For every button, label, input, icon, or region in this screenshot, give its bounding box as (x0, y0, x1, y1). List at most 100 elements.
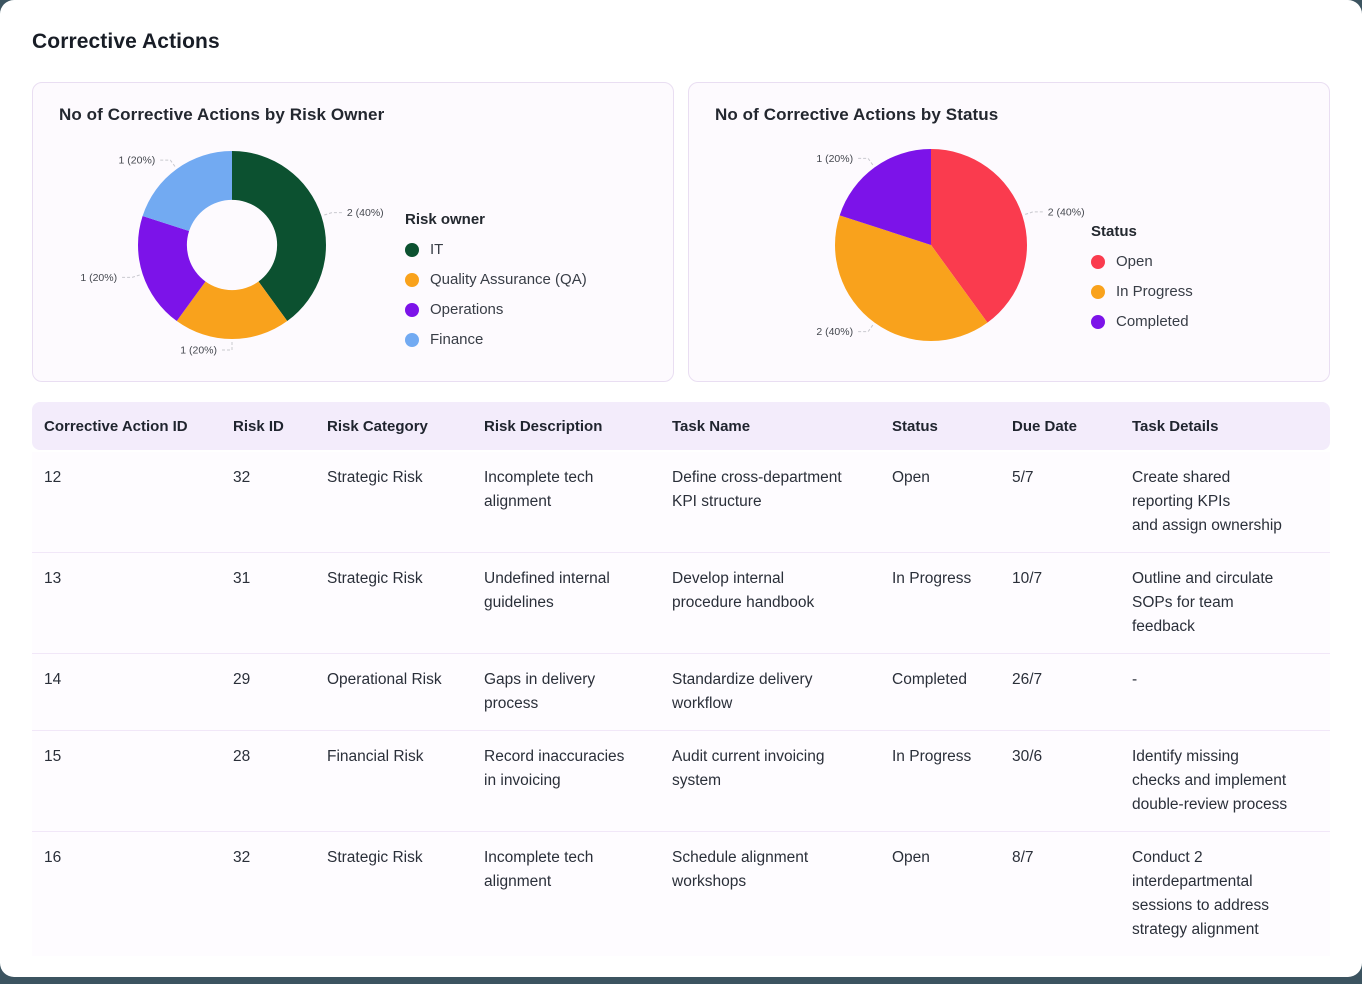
table-cell: Incomplete tech alignment (484, 846, 672, 894)
table-cell: 5/7 (1012, 466, 1132, 490)
table-cell: Undefined internal guidelines (484, 567, 672, 615)
legend-label: Quality Assurance (QA) (430, 271, 587, 288)
table-cell: 31 (233, 567, 327, 591)
legend-item-open[interactable]: Open (1091, 253, 1193, 270)
table-cell: In Progress (892, 745, 1012, 769)
table-cell: Define cross-department KPI structure (672, 466, 892, 514)
legend-item-operations[interactable]: Operations (405, 301, 587, 318)
corrective-actions-panel: Corrective Actions No of Corrective Acti… (0, 0, 1362, 977)
label-leader-line (1025, 212, 1044, 215)
risk-owner-legend-title: Risk owner (405, 211, 587, 228)
table-cell: 15 (44, 745, 233, 769)
legend-label: Open (1116, 253, 1153, 270)
table-cell: Open (892, 466, 1012, 490)
label-leader-line (159, 160, 175, 166)
risk-owner-chart-area: 2 (40%)1 (20%)1 (20%)1 (20%) Risk owner … (59, 125, 647, 363)
table-cell: Strategic Risk (327, 567, 484, 591)
legend-dot-finance (405, 333, 419, 347)
table-cell: 8/7 (1012, 846, 1132, 870)
table-cell: 29 (233, 668, 327, 692)
slice-value-label-in-progress: 2 (40%) (816, 326, 853, 338)
table-cell: 32 (233, 846, 327, 870)
status-chart-title: No of Corrective Actions by Status (715, 105, 1303, 125)
slice-value-label-completed: 1 (20%) (816, 153, 853, 165)
table-row: 1331Strategic RiskUndefined internal gui… (32, 553, 1330, 654)
table-cell: Outline and circulate SOPs for team feed… (1132, 567, 1320, 639)
slice-value-label-finance: 1 (20%) (119, 155, 156, 167)
page-title: Corrective Actions (32, 30, 1330, 54)
pie-slice-finance[interactable] (143, 151, 232, 231)
table-cell: Strategic Risk (327, 466, 484, 490)
chart-cards-row: No of Corrective Actions by Risk Owner 2… (32, 82, 1330, 382)
legend-item-finance[interactable]: Finance (405, 331, 587, 348)
table-cell: 13 (44, 567, 233, 591)
corrective-actions-table: Corrective Action IDRisk IDRisk Category… (32, 402, 1330, 956)
status-pie-chart: 2 (40%) 2 (40%) 1 (20%) (715, 125, 1085, 363)
legend-dot-in-progress (1091, 285, 1105, 299)
status-chart-area: 2 (40%) 2 (40%) 1 (20%) Status Open In Prog… (715, 125, 1303, 363)
column-header-due-date: Due Date (1012, 418, 1132, 435)
slice-value-label-open: 2 (40%) (1048, 206, 1085, 218)
table-cell: 32 (233, 466, 327, 490)
status-chart-card: No of Corrective Actions by Status 2 (40… (688, 82, 1330, 382)
status-legend-title: Status (1091, 223, 1193, 240)
table-cell: Incomplete tech alignment (484, 466, 672, 514)
table-cell: Completed (892, 668, 1012, 692)
table-cell: Standardize delivery workflow (672, 668, 892, 716)
legend-item-it[interactable]: IT (405, 241, 587, 258)
table-cell: 30/6 (1012, 745, 1132, 769)
table-cell: Create shared reporting KPIs and assign … (1132, 466, 1320, 538)
legend-label: Operations (430, 301, 503, 318)
legend-label: Finance (430, 331, 483, 348)
table-cell: 26/7 (1012, 668, 1132, 692)
table-cell: Financial Risk (327, 745, 484, 769)
column-header-task-name: Task Name (672, 418, 892, 435)
legend-item-quality-assurance-qa[interactable]: Quality Assurance (QA) (405, 271, 587, 288)
table-cell: Develop internal procedure handbook (672, 567, 892, 615)
risk-owner-chart-card: No of Corrective Actions by Risk Owner 2… (32, 82, 674, 382)
table-row: 1429Operational RiskGaps in delivery pro… (32, 654, 1330, 731)
table-cell: Identify missing checks and implement do… (1132, 745, 1320, 817)
table-cell: - (1132, 668, 1320, 692)
slice-value-label-it: 2 (40%) (347, 207, 384, 219)
table-cell: 12 (44, 466, 233, 490)
table-cell: 14 (44, 668, 233, 692)
label-leader-line (857, 325, 873, 332)
risk-owner-donut-chart: 2 (40%) 1 (20%) 1 (20%) 1 (20%) (59, 125, 399, 363)
legend-dot-quality-assurance-qa (405, 273, 419, 287)
table-row: 1632Strategic RiskIncomplete tech alignm… (32, 832, 1330, 956)
label-leader-line (121, 275, 140, 277)
legend-dot-operations (405, 303, 419, 317)
legend-dot-open (1091, 255, 1105, 269)
table-cell: Operational Risk (327, 668, 484, 692)
legend-label: IT (430, 241, 443, 258)
slice-value-label-quality-assurance-qa: 1 (20%) (180, 345, 217, 357)
table-cell: 28 (233, 745, 327, 769)
table-cell: Audit current invoicing system (672, 745, 892, 793)
column-header-risk-category: Risk Category (327, 418, 484, 435)
table-cell: Open (892, 846, 1012, 870)
table-cell: Conduct 2 interdepartmental sessions to … (1132, 846, 1320, 942)
table-row: 1232Strategic RiskIncomplete tech alignm… (32, 452, 1330, 553)
legend-dot-completed (1091, 315, 1105, 329)
table-cell: In Progress (892, 567, 1012, 591)
table-cell: Strategic Risk (327, 846, 484, 870)
table-body: 1232Strategic RiskIncomplete tech alignm… (32, 452, 1330, 956)
legend-label: Completed (1116, 313, 1189, 330)
table-cell: 10/7 (1012, 567, 1132, 591)
table-cell: Record inaccuracies in invoicing (484, 745, 672, 793)
table-header-row: Corrective Action IDRisk IDRisk Category… (32, 402, 1330, 450)
legend-label: In Progress (1116, 283, 1193, 300)
table-cell: Schedule alignment workshops (672, 846, 892, 894)
legend-dot-it (405, 243, 419, 257)
column-header-corrective-action-id: Corrective Action ID (44, 418, 233, 435)
legend-item-in-progress[interactable]: In Progress (1091, 283, 1193, 300)
label-leader-line (221, 342, 232, 350)
column-header-status: Status (892, 418, 1012, 435)
status-legend: Status Open In Progress Completed (1091, 223, 1193, 343)
table-cell: Gaps in delivery process (484, 668, 672, 716)
legend-item-completed[interactable]: Completed (1091, 313, 1193, 330)
table-row: 1528Financial RiskRecord inaccuracies in… (32, 731, 1330, 832)
slice-value-label-operations: 1 (20%) (80, 272, 117, 284)
column-header-risk-description: Risk Description (484, 418, 672, 435)
